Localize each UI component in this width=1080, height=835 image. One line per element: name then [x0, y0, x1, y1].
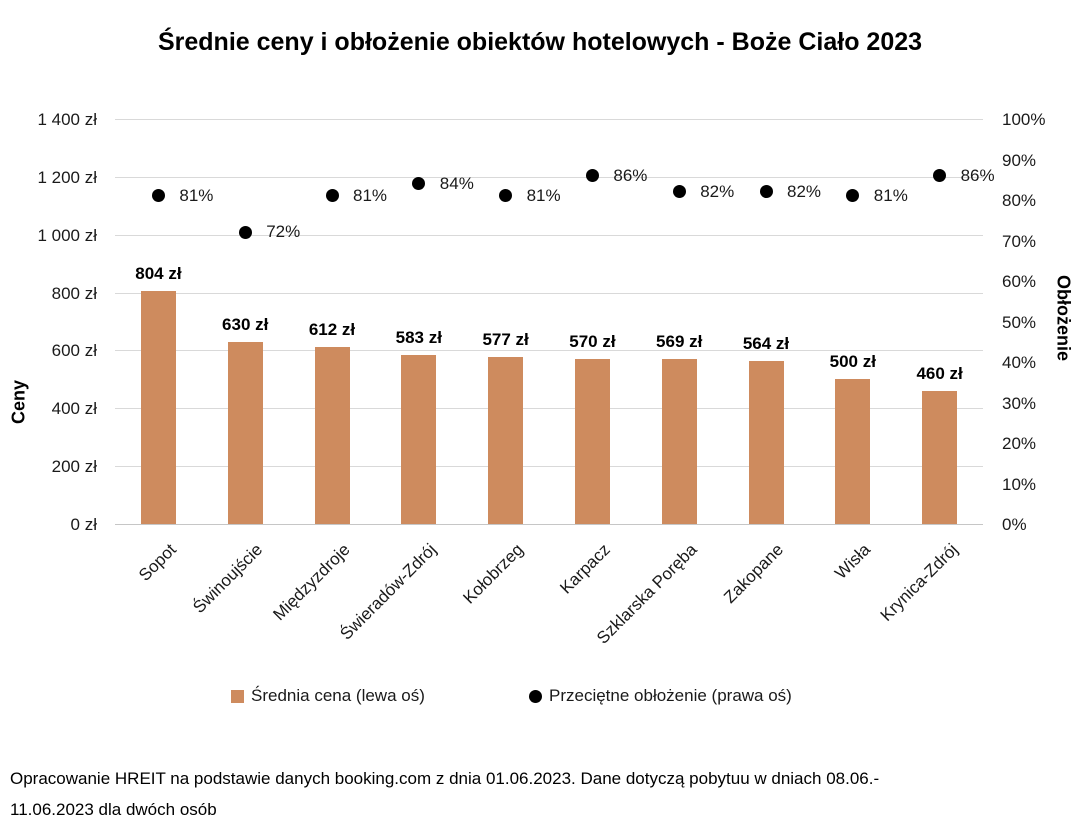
right-tick-40%: 40%	[1002, 353, 1037, 372]
occupancy-point	[759, 185, 773, 199]
occupancy-point	[672, 185, 686, 199]
source-note-line2: 11.06.2023 dla dwóch osób	[10, 800, 217, 819]
legend-item-price: Średnia cena (lewa oś)	[231, 686, 425, 706]
gridline	[115, 292, 983, 294]
bar-value-label: 564 zł	[742, 333, 790, 353]
occupancy-value-label: 81%	[873, 185, 908, 205]
right-tick-50%: 50%	[1002, 312, 1037, 332]
right-axis-title: Obłożenie	[1053, 274, 1074, 362]
occupancy-value-label: 86%	[960, 165, 995, 185]
bar-value-label: 460 zł	[916, 363, 963, 383]
legend-price-label: Średnia cena (lewa oś)	[251, 686, 425, 705]
x-axis-label-Zakopane: Zakopane	[720, 540, 788, 607]
bar-Karpacz	[574, 359, 610, 524]
x-axis-line	[115, 524, 983, 525]
bar-value-label: 804 zł	[135, 264, 182, 284]
right-tick-10%: 10%	[1002, 474, 1037, 494]
x-axis-label-Sopot: Sopot	[134, 540, 180, 585]
bar-Szklarska Poręba	[661, 359, 697, 524]
gridline	[115, 350, 983, 352]
bar-Kołobrzeg	[488, 357, 524, 524]
bar-Sopot	[140, 291, 176, 524]
occupancy-value-label: 86%	[613, 165, 648, 185]
right-tick-80%: 80%	[1002, 191, 1037, 210]
chart-title: Średnie ceny i obłożenie obiektów hotelo…	[157, 28, 923, 56]
source-note-line1: Opracowanie HREIT na podstawie danych bo…	[10, 769, 880, 788]
right-tick-0%: 0%	[1002, 515, 1027, 534]
bar-value-label: 570 zł	[569, 332, 616, 352]
left-axis-ticks: 0 zł 200 zł 400 zł 600 zł 800 zł 1 000 zł 1 20…	[0, 110, 105, 534]
bar-value-label: 569 zł	[656, 332, 703, 352]
occupancy-series-swatch-icon	[529, 689, 542, 703]
left-axis-title: Ceny	[8, 379, 29, 425]
right-tick-30%: 30%	[1002, 393, 1037, 413]
gridline	[115, 234, 983, 236]
occupancy-point	[585, 169, 599, 183]
left-tick-400 zł: 400 zł	[51, 399, 97, 419]
occupancy-value-label: 84%	[439, 173, 474, 193]
x-axis-label-Krynica-Zdrój: Krynica-Zdrój	[876, 540, 962, 625]
occupancy-point	[325, 189, 339, 203]
x-axis-label-Międzyzdroje: Międzyzdroje	[269, 540, 354, 625]
price-series-swatch-icon	[231, 689, 244, 703]
bar-Krynica-Zdrój	[922, 390, 958, 524]
bar-Świnoujście	[227, 341, 263, 524]
legend-occupancy-label: Przeciętne obłożenie (prawa oś)	[549, 686, 792, 705]
occupancy-point	[238, 225, 252, 239]
occupancy-point	[933, 169, 947, 183]
occupancy-value-label: 81%	[179, 185, 214, 205]
plot-area: 804 zł 81% Sopot 630 zł 72% Świnoujście 612 zł…	[115, 119, 995, 648]
occupancy-value-label: 72%	[266, 222, 301, 242]
occupancy-point	[846, 189, 860, 203]
right-tick-70%: 70%	[1002, 231, 1037, 251]
bar-value-label: 612 zł	[308, 319, 356, 339]
left-tick-1 400 zł: 1 400 zł	[37, 110, 97, 129]
right-tick-90%: 90%	[1002, 150, 1037, 170]
bar-Zakopane	[748, 360, 784, 524]
gridline	[115, 408, 983, 410]
bar-value-label: 500 zł	[829, 352, 876, 372]
right-tick-60%: 60%	[1002, 272, 1037, 291]
left-tick-800 zł: 800 zł	[51, 283, 97, 303]
occupancy-point	[499, 189, 513, 203]
right-tick-100%: 100%	[1002, 110, 1046, 129]
x-axis-label-Karpacz: Karpacz	[556, 540, 614, 598]
bar-value-label: 583 zł	[395, 328, 442, 348]
x-axis-label-Kołobrzeg: Kołobrzeg	[459, 540, 528, 608]
gridline	[115, 119, 983, 120]
left-tick-200 zł: 200 zł	[51, 457, 97, 477]
bar-Świeradów-Zdrój	[401, 355, 437, 524]
bar-Międzyzdroje	[314, 346, 350, 524]
bar-Wisła	[835, 379, 871, 524]
occupancy-value-label: 81%	[353, 185, 388, 205]
x-axis-label-Wisła: Wisła	[831, 540, 875, 583]
occupancy-value-label: 81%	[526, 185, 561, 205]
right-tick-20%: 20%	[1002, 434, 1037, 453]
left-tick-600 zł: 600 zł	[51, 341, 97, 361]
x-axis-label-Świnoujście: Świnoujście	[189, 540, 267, 617]
bar-value-label: 630 zł	[222, 314, 269, 334]
bar-value-label: 577 zł	[482, 330, 529, 350]
gridline	[115, 466, 983, 468]
source-note: Opracowanie HREIT na podstawie danych bo…	[10, 763, 1072, 825]
occupancy-point	[412, 177, 426, 191]
gridline	[115, 176, 983, 178]
left-tick-0 zł: 0 zł	[70, 515, 97, 534]
left-tick-1 000 zł: 1 000 zł	[37, 225, 97, 245]
occupancy-value-label: 82%	[787, 181, 822, 201]
occupancy-point	[151, 189, 165, 203]
occupancy-value-label: 82%	[700, 181, 735, 201]
left-tick-1 200 zł: 1 200 zł	[37, 167, 97, 187]
legend-item-occupancy: Przeciętne obłożenie (prawa oś)	[529, 686, 792, 706]
right-axis-ticks: 0% 10% 20% 30% 40% 50% 60% 70% 80% 90% 100%	[1002, 110, 1077, 534]
